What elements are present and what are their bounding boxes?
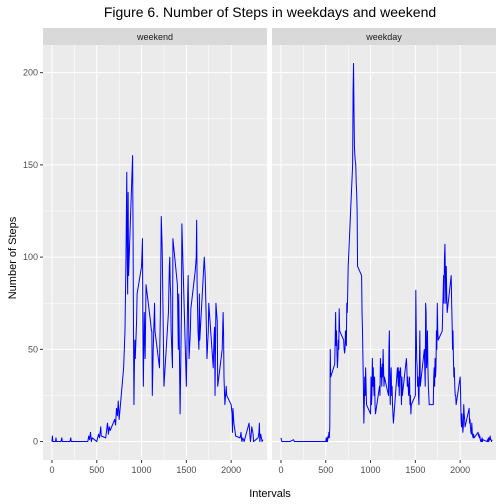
y-tick-label: 100 [23, 252, 38, 262]
panel-background [272, 45, 496, 460]
y-tick-label: 200 [23, 68, 38, 78]
y-tick-label: 50 [28, 344, 38, 354]
x-tick-label: 500 [318, 465, 333, 475]
x-tick-label: 0 [278, 465, 283, 475]
series-line-weekend [51, 155, 264, 443]
x-axis-title: Intervals [249, 488, 291, 500]
panel-background [43, 45, 267, 460]
x-tick-label: 2000 [221, 465, 241, 475]
x-tick-label: 1000 [132, 465, 152, 475]
strip-label-weekday: weekday [365, 32, 402, 42]
y-axis-title: Number of Steps [7, 216, 19, 299]
x-tick-label: 2000 [450, 465, 470, 475]
x-tick-label: 1500 [405, 465, 425, 475]
panel-weekday: weekday 0 500 1000 1500 2000 [272, 28, 496, 475]
series-line-weekday [280, 62, 493, 443]
x-tick-label: 0 [49, 465, 54, 475]
y-tick-label: 150 [23, 160, 38, 170]
panels: weekend 0 500 1000 1500 2000 0 50 100 150 200 weekd… [23, 28, 496, 475]
panel-weekend: weekend 0 500 1000 1500 2000 0 50 100 150 200 [23, 28, 267, 475]
x-tick-label: 500 [89, 465, 104, 475]
y-tick-label: 0 [33, 437, 38, 447]
strip-background [43, 28, 267, 45]
chart-title: Figure 6. Number of Steps in weekdays an… [104, 4, 436, 20]
x-tick-label: 1500 [176, 465, 196, 475]
x-tick-label: 1000 [361, 465, 381, 475]
strip-background [272, 28, 496, 45]
strip-label-weekend: weekend [136, 32, 173, 42]
